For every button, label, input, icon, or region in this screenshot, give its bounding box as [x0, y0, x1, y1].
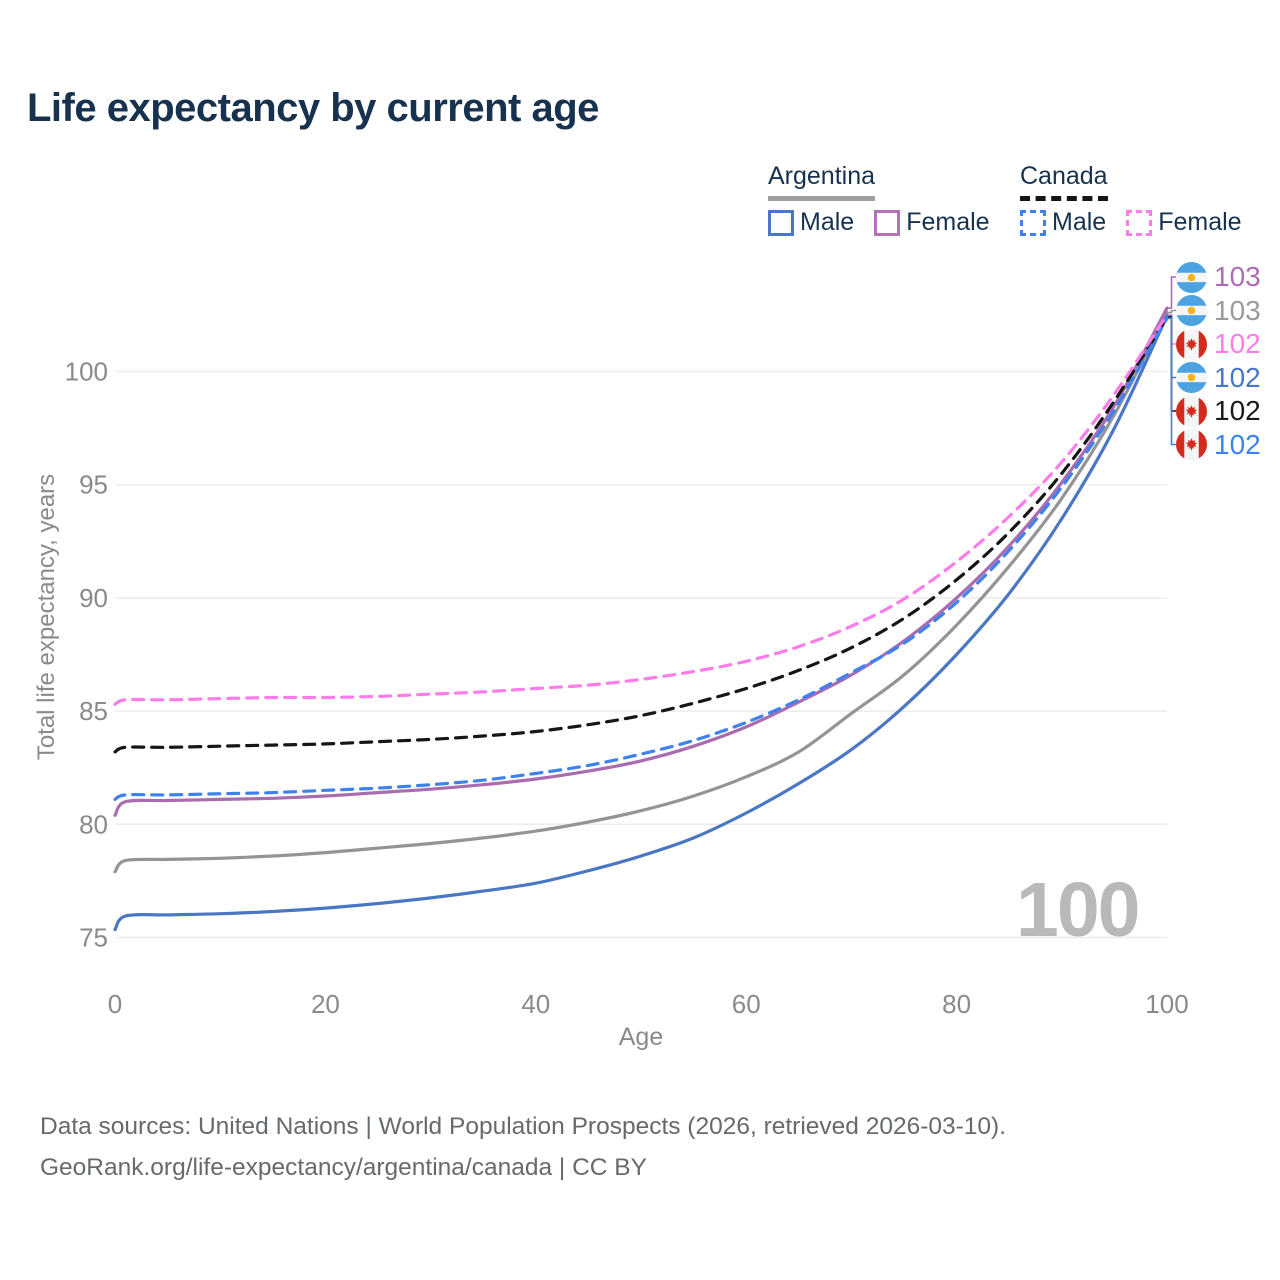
end-label-leader	[1168, 317, 1177, 446]
end-label-row: 102	[1176, 395, 1261, 427]
series-line-canada-male[interactable]	[113, 316, 1169, 801]
y-tick-label: 90	[79, 583, 108, 613]
x-tick-label: 100	[1145, 989, 1188, 1019]
age-frame-counter: 100	[1016, 867, 1140, 953]
legend-item-canada-male[interactable]: Male	[1020, 208, 1106, 237]
series-line-argentina-male[interactable]	[113, 314, 1169, 932]
legend-label-argentina-female: Female	[906, 208, 990, 236]
legend-item-canada-female[interactable]: Female	[1126, 208, 1242, 237]
legend-country-canada[interactable]: Canada	[1020, 162, 1108, 201]
canada-flag-icon	[1176, 429, 1207, 460]
end-label-value: 103	[1214, 261, 1261, 292]
legend-label-canada-male: Male	[1052, 208, 1107, 236]
legend-items-canada: Male Female	[1020, 208, 1242, 237]
end-label-leader	[1168, 309, 1177, 314]
legend-label-canada-female: Female	[1158, 208, 1242, 236]
canada-flag-icon	[1176, 328, 1207, 360]
end-label-row: 103	[1176, 294, 1261, 326]
end-label-value: 103	[1214, 294, 1261, 326]
end-label-value: 102	[1214, 361, 1261, 393]
page-title: Life expectancy by current age	[27, 86, 599, 130]
end-label-value: 102	[1214, 328, 1261, 359]
x-tick-label: 60	[732, 989, 761, 1019]
legend-item-argentina-female[interactable]: Female	[874, 208, 990, 237]
y-tick-label: 95	[79, 470, 108, 500]
legend-group-argentina: Argentina Male Female	[768, 162, 990, 237]
x-tick-label: 20	[311, 989, 340, 1019]
argentina-flag-icon	[1176, 261, 1207, 293]
canada-female-swatch-icon	[1126, 209, 1153, 236]
x-tick-label: 40	[521, 989, 550, 1019]
end-label-value: 102	[1214, 428, 1261, 460]
argentina-female-swatch-icon	[874, 209, 901, 236]
end-label-value: 102	[1214, 395, 1261, 426]
argentina-male-swatch-icon	[768, 209, 794, 236]
legend-item-argentina-male[interactable]: Male	[768, 208, 854, 237]
x-tick-label: 0	[108, 989, 122, 1019]
end-label-row: 102	[1176, 428, 1261, 460]
end-label-row: 103	[1176, 261, 1261, 293]
argentina-flag-icon	[1176, 295, 1207, 326]
legend-country-argentina[interactable]: Argentina	[768, 162, 876, 201]
end-label-leader	[1168, 276, 1177, 309]
y-tick-label: 75	[79, 923, 108, 953]
footer-source-url: GeoRank.org/life-expectancy/argentina/ca…	[40, 1154, 647, 1181]
argentina-flag-icon	[1176, 362, 1207, 393]
y-tick-label: 100	[65, 357, 108, 387]
series-line-canada-both[interactable]	[113, 315, 1169, 754]
end-label-row: 102	[1176, 361, 1261, 393]
series-line-canada-female[interactable]	[113, 313, 1169, 706]
legend-group-canada: Canada Male Female	[1020, 162, 1242, 237]
footer: Data sources: United Nations | World Pop…	[40, 1106, 1006, 1188]
footer-data-sources: Data sources: United Nations | World Pop…	[40, 1113, 1007, 1140]
canada-male-swatch-icon	[1020, 209, 1046, 236]
y-tick-label: 85	[79, 696, 108, 726]
legend-label-argentina-male: Male	[800, 208, 855, 236]
series-line-argentina-both[interactable]	[113, 311, 1169, 874]
legend-items-argentina: Male Female	[768, 208, 990, 237]
x-tick-label: 80	[942, 989, 971, 1019]
canada-flag-icon	[1176, 395, 1207, 427]
end-label-row: 102	[1176, 328, 1261, 360]
y-axis-title: Total life expectancy, years	[33, 473, 60, 761]
y-tick-label: 80	[79, 809, 108, 839]
x-axis-title: Age	[618, 1023, 664, 1051]
series-line-argentina-female[interactable]	[113, 306, 1169, 817]
